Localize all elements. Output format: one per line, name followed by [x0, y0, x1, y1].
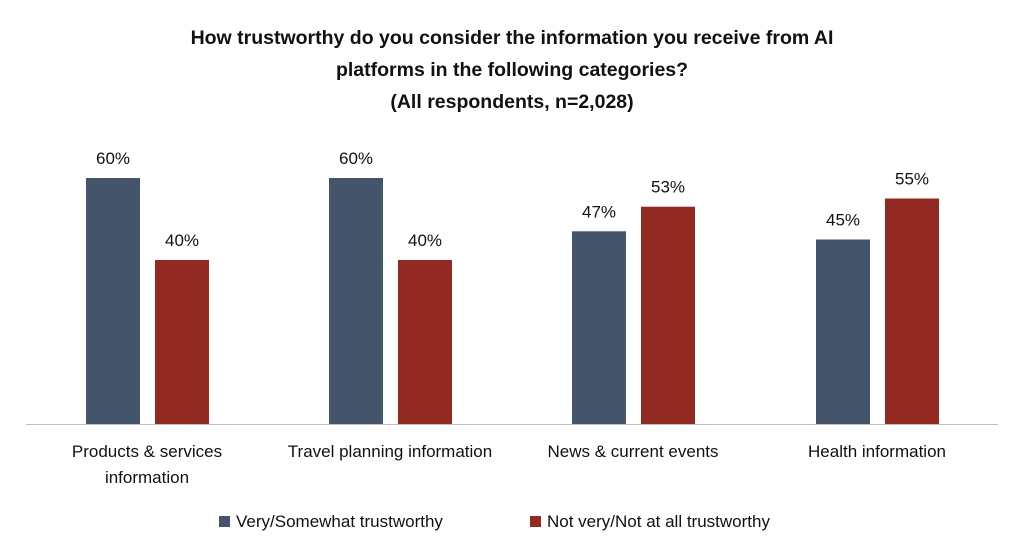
x-tick-label: Products & services — [72, 442, 222, 461]
x-tick-label: information — [105, 468, 189, 487]
x-tick-label: News & current events — [547, 442, 718, 461]
data-label: 60% — [339, 149, 373, 168]
x-axis-ticks: Products & services information Travel pla… — [72, 442, 946, 487]
chart-title-line: How trustworthy do you consider the info… — [191, 27, 834, 49]
data-label: 45% — [826, 211, 860, 230]
data-label: 53% — [651, 178, 685, 197]
bar — [398, 260, 452, 424]
x-tick-label: Health information — [808, 442, 946, 461]
chart-title-line: platforms in the following categories? — [336, 59, 688, 81]
bar — [572, 231, 626, 424]
legend: Very/Somewhat trustworthy Not very/Not at… — [219, 512, 770, 531]
legend-swatch — [530, 516, 541, 527]
legend-swatch — [219, 516, 230, 527]
data-label: 40% — [165, 231, 199, 250]
x-tick-label: Travel planning information — [288, 442, 492, 461]
chart-title-line: (All respondents, n=2,028) — [390, 91, 633, 113]
bar — [155, 260, 209, 424]
data-label: 55% — [895, 170, 929, 189]
legend-label: Very/Somewhat trustworthy — [236, 512, 443, 531]
chart-title: How trustworthy do you consider the info… — [191, 27, 834, 113]
data-label: 60% — [96, 149, 130, 168]
legend-label: Not very/Not at all trustworthy — [547, 512, 770, 531]
bar — [329, 178, 383, 424]
bars: 60% 60% 47% 45% 40% 40% 53% 55% — [86, 149, 939, 424]
data-label: 47% — [582, 202, 616, 221]
bar — [885, 198, 939, 424]
bar — [641, 206, 695, 424]
bar — [86, 178, 140, 424]
data-label: 40% — [408, 231, 442, 250]
bar — [816, 239, 870, 424]
